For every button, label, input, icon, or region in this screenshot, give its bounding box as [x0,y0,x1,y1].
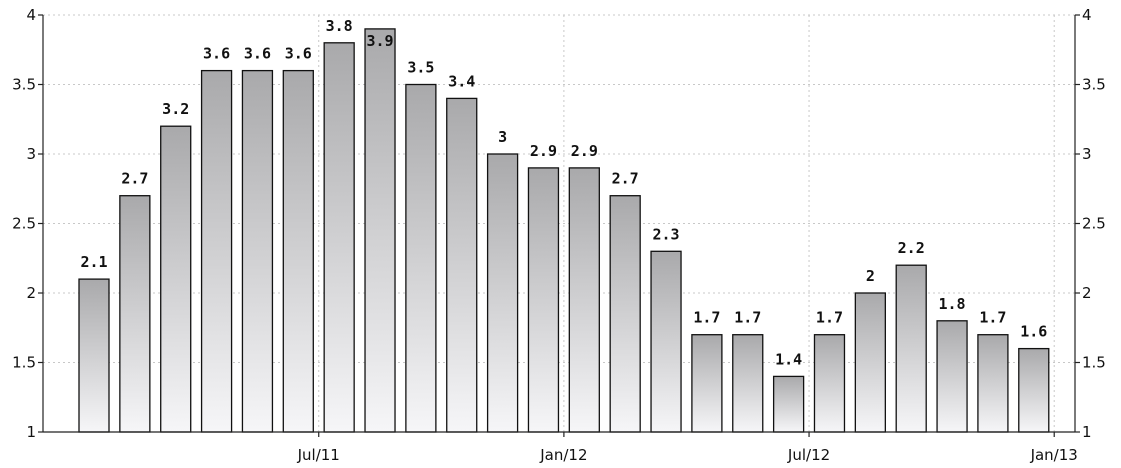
y-tick-label-right: 1.5 [1082,354,1106,372]
bar-jul-11 [323,42,355,433]
data-label: 3.2 [162,100,189,118]
bar-nov-12 [977,334,1009,433]
data-label: 2.9 [530,142,557,160]
y-tick-label-left: 1.5 [12,354,36,372]
data-label: 2.7 [121,170,148,188]
axes [38,14,1080,437]
data-label: 2.7 [612,170,639,188]
data-label: 3.4 [448,72,475,90]
y-tick-label-right: 4 [1082,6,1092,24]
x-tick-label: Jan/12 [539,446,587,464]
data-label: 3.5 [407,59,434,77]
bar-may-11 [241,69,274,433]
bar-jan-12 [568,167,600,433]
y-tick-label-right: 2 [1082,284,1092,302]
data-label: 3.9 [366,32,393,50]
data-label: 3 [498,128,507,146]
bar-apr-11 [200,69,233,433]
bar-jan-11 [78,278,110,433]
data-label: 2.3 [652,225,679,243]
data-label: 1.7 [734,309,761,327]
bar-may-12 [732,334,764,433]
data-label: 3.6 [285,45,312,63]
x-tick-label: Jul/12 [787,446,830,464]
data-label: 3.6 [203,45,230,63]
bar-sep-12 [895,264,927,433]
bar-mar-12 [650,250,682,433]
bar-jun-12 [772,375,805,433]
y-tick-label-right: 1 [1082,423,1092,441]
y-tick-label-left: 3 [26,145,36,163]
y-tick-label-left: 3.5 [12,76,36,94]
data-label: 1.4 [775,350,802,368]
y-tick-label-left: 2 [26,284,36,302]
labels: 1 1 1.5 1.5 2 2 2.5 2.5 3 3 3.5 3.5 4 4 Jul/11 Jan/12 Ju… [12,6,1106,464]
x-tick-label: Jul/11 [297,446,340,464]
bar-feb-12 [609,195,641,433]
bars [78,28,1050,433]
bar-jun-11 [282,69,314,433]
x-tick-label: Jan/13 [1030,446,1078,464]
y-tick-label-right: 2.5 [1082,215,1106,233]
y-tick-label-left: 4 [26,6,36,24]
bar-dec-11 [527,167,560,433]
y-tick-label-right: 3 [1082,145,1092,163]
data-label: 2.9 [571,142,598,160]
bar-apr-12 [691,334,723,433]
bar-oct-12 [936,320,968,433]
data-label: 1.7 [693,309,720,327]
data-label: 1.7 [816,309,843,327]
bar-nov-11 [486,153,519,433]
data-label: 3.8 [326,17,353,35]
bar-aug-12 [854,292,886,433]
bar-dec-12 [1018,347,1050,433]
bar-mar-11 [160,125,192,433]
bar-sep-11 [405,83,437,433]
data-label: 2 [866,267,875,285]
bar-feb-11 [119,195,151,433]
data-label: 3.6 [244,45,271,63]
data-label: 1.8 [939,295,966,313]
y-tick-label-left: 1 [26,423,36,441]
data-label: 2.2 [898,239,925,257]
y-tick-label-left: 2.5 [12,215,36,233]
bar-oct-11 [446,97,478,433]
bar-aug-11 [364,28,396,433]
y-tick-label-right: 3.5 [1082,76,1106,94]
data-label: 2.1 [80,253,107,271]
bar-jul-12 [813,334,846,433]
data-label: 1.6 [1020,323,1047,341]
data-label: 1.7 [979,309,1006,327]
